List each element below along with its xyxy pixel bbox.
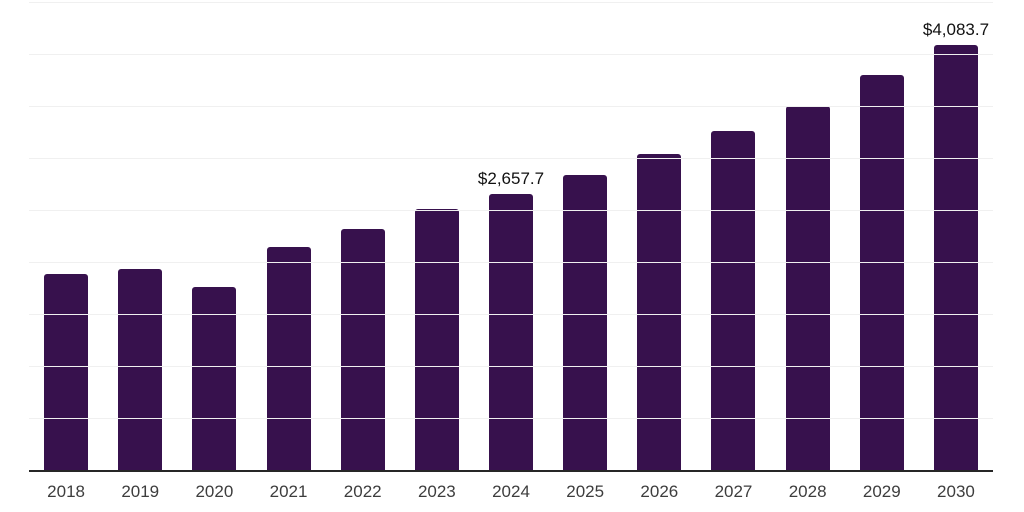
gridline	[29, 366, 993, 367]
bar-slot-2027	[696, 2, 770, 470]
bar-2024	[489, 193, 534, 470]
bar-2025	[563, 174, 608, 470]
x-tick-label-2027: 2027	[714, 482, 753, 501]
bar-slot-2018	[29, 2, 103, 470]
data-label-2024: $2,657.7	[477, 168, 545, 188]
x-tick-label-2022: 2022	[343, 482, 382, 501]
gridline	[29, 2, 993, 3]
bar-slot-2029	[845, 2, 919, 470]
gridline	[29, 106, 993, 107]
bar-2027	[711, 130, 756, 470]
bar-slot-2023	[400, 2, 474, 470]
gridline	[29, 262, 993, 263]
bar-slot-2020	[177, 2, 251, 470]
data-label-2030: $4,083.7	[922, 20, 990, 40]
gridline	[29, 210, 993, 211]
x-tick-label-2019: 2019	[121, 482, 160, 501]
bar-2019	[118, 269, 163, 470]
bar-2023	[414, 209, 459, 470]
bar-slot-2021	[251, 2, 325, 470]
bar-2018	[44, 273, 89, 470]
bar-slot-2026	[622, 2, 696, 470]
bar-slot-2030: $4,083.7	[919, 2, 993, 470]
gridline	[29, 54, 993, 55]
x-tick-label-2021: 2021	[269, 482, 308, 501]
bar-slot-2024: $2,657.7	[474, 2, 548, 470]
x-tick-label-2028: 2028	[788, 482, 827, 501]
gridline	[29, 418, 993, 419]
x-tick-label-2020: 2020	[195, 482, 234, 501]
bars-row: $2,657.7 $4,083.7	[29, 2, 993, 470]
bar-2020	[192, 287, 237, 470]
plot-area: $2,657.7 $4,083.7	[29, 2, 993, 472]
x-tick-label-2026: 2026	[640, 482, 679, 501]
bar-2022	[340, 229, 385, 470]
bar-2030	[933, 45, 978, 470]
bar-slot-2019	[103, 2, 177, 470]
gridline	[29, 158, 993, 159]
bar-slot-2025	[548, 2, 622, 470]
bar-slot-2022	[326, 2, 400, 470]
x-tick-label-2018: 2018	[47, 482, 85, 501]
x-tick-label-2024: 2024	[492, 482, 530, 501]
x-tick-label-2025: 2025	[566, 482, 605, 501]
bar-2021	[266, 246, 311, 470]
bar-2026	[637, 153, 682, 470]
x-tick-label-2023: 2023	[417, 482, 456, 501]
x-axis: 2018 2019 2020 2021 2022 2023 2024 2025 2026 2027…	[29, 483, 993, 500]
bar-2028	[785, 105, 830, 470]
x-tick-label-2030: 2030	[937, 482, 975, 501]
bar-2029	[859, 75, 904, 470]
bar-slot-2028	[771, 2, 845, 470]
x-tick-label-2029: 2029	[862, 482, 901, 501]
gridline	[29, 314, 993, 315]
